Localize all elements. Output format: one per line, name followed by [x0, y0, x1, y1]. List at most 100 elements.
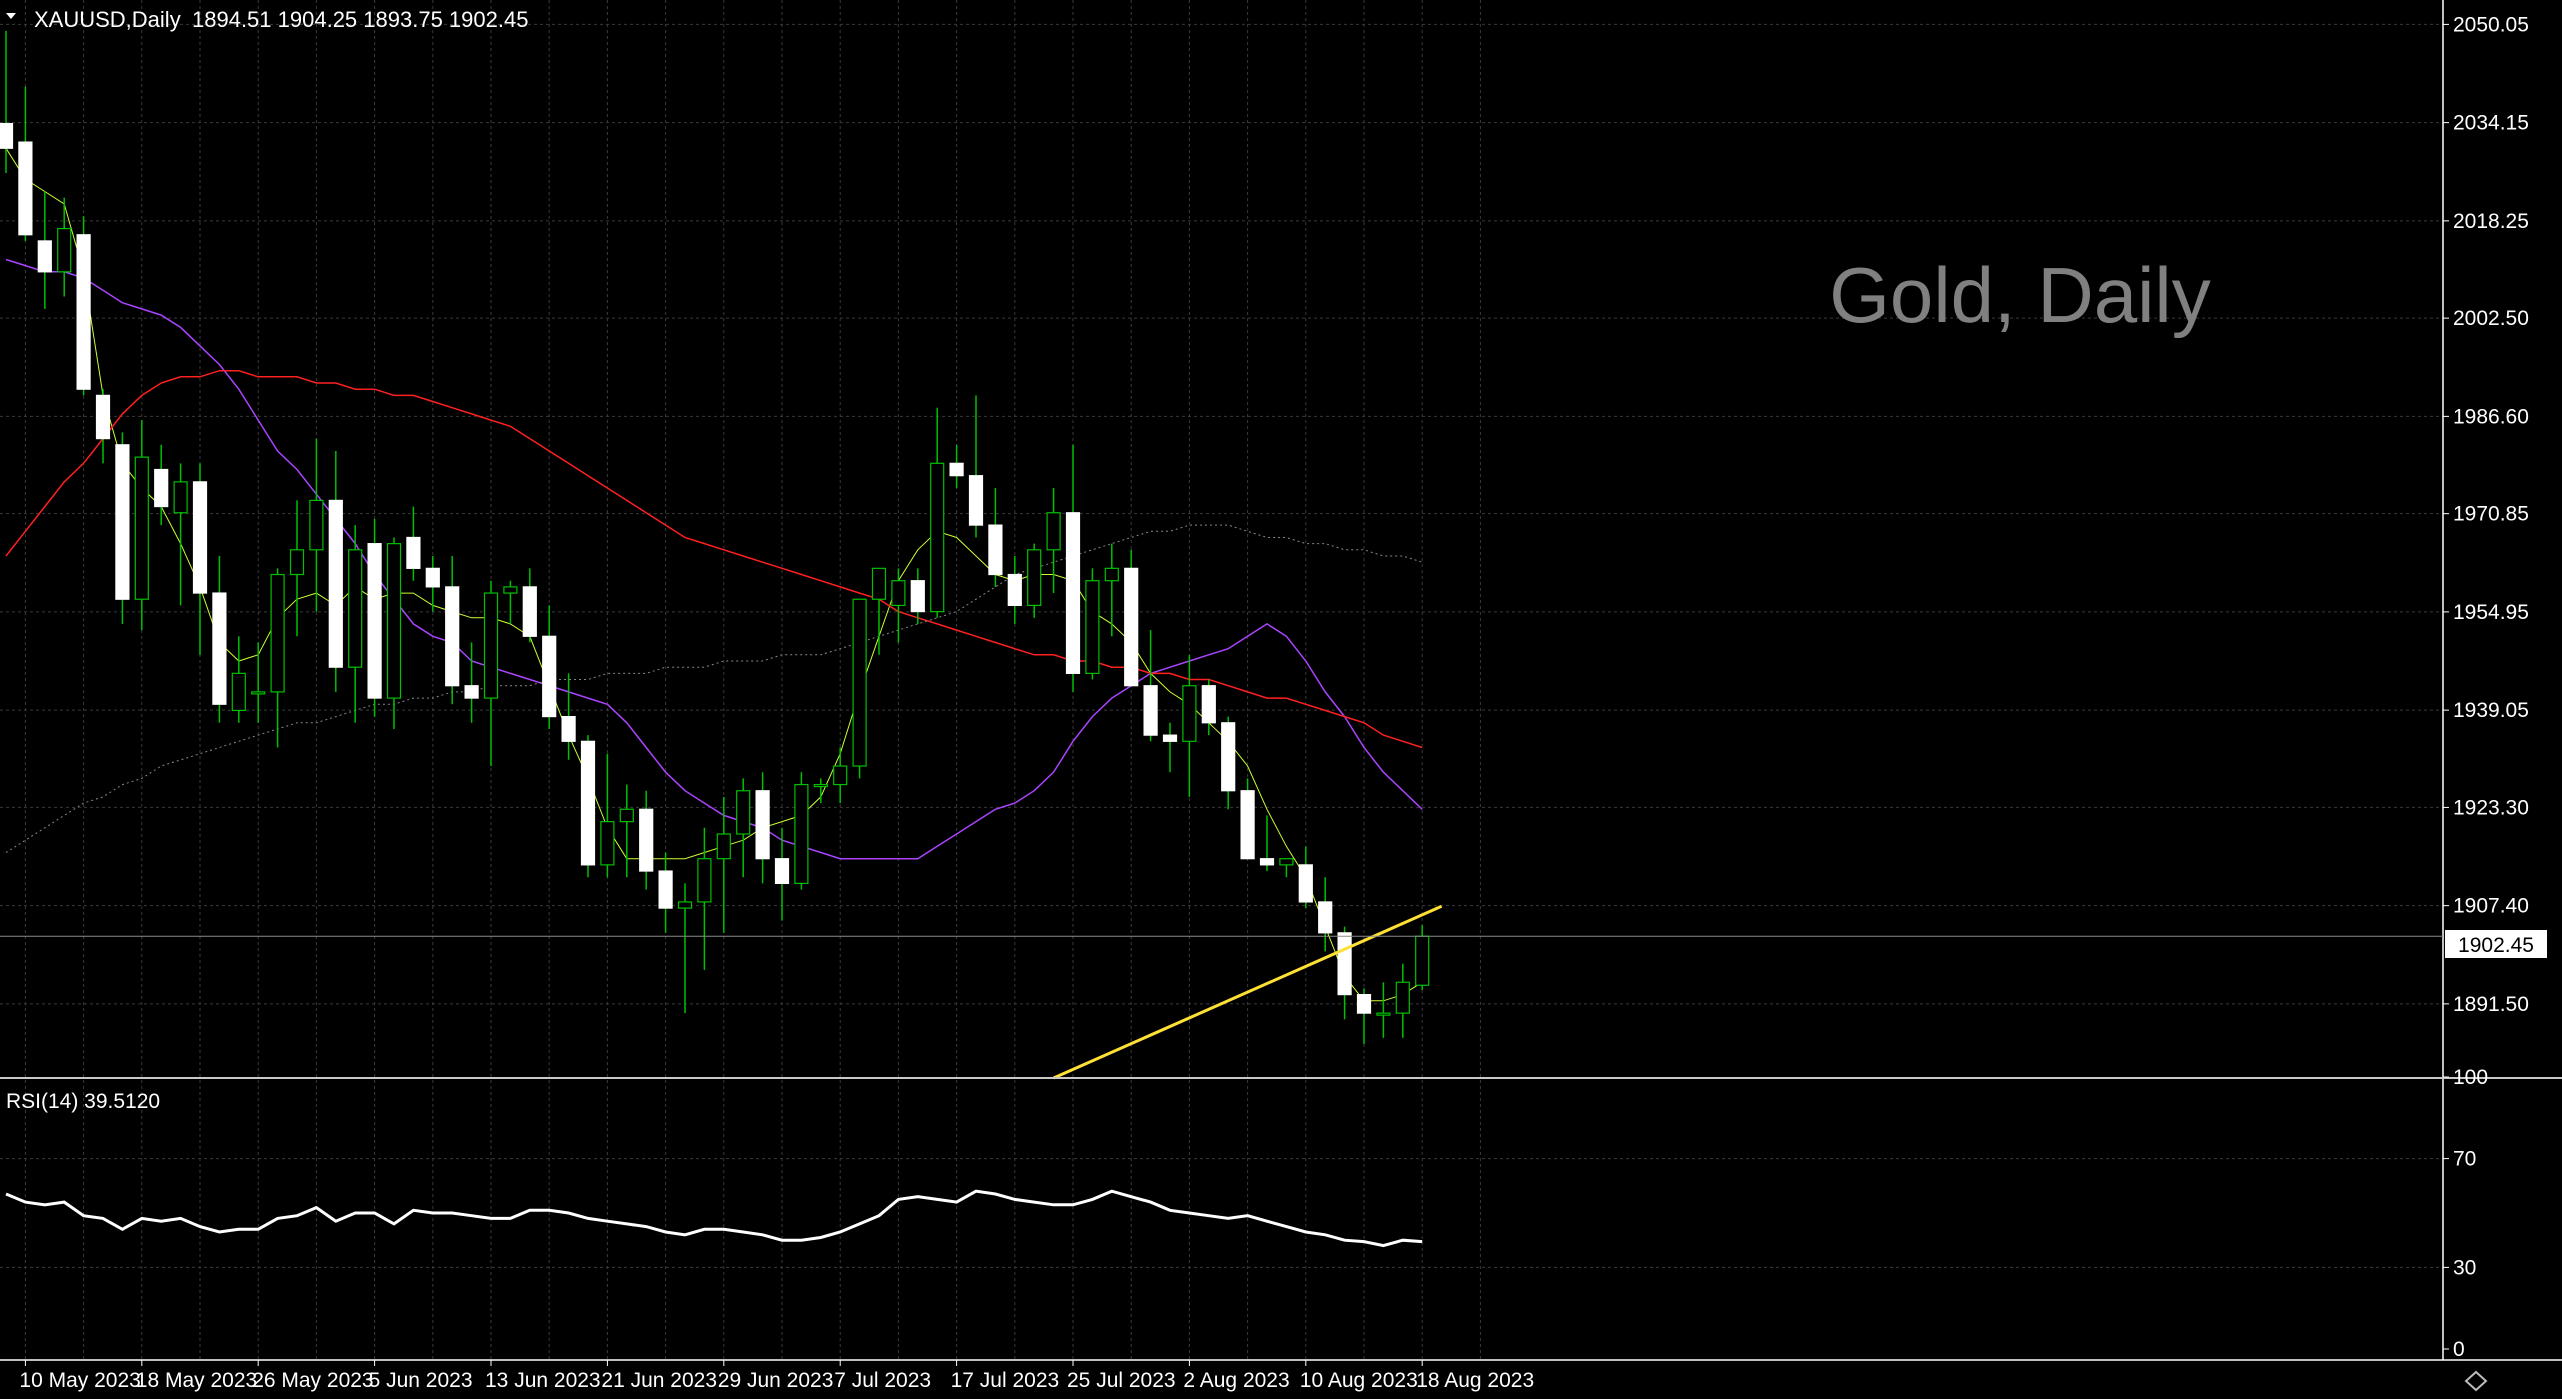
candle [1007, 555, 1022, 624]
price-tick-label: 1907.40 [2453, 895, 2529, 918]
candle-body [580, 740, 596, 866]
candle-body [18, 141, 33, 236]
candle [1104, 543, 1119, 637]
grid-lines [0, 0, 2443, 1360]
candle-body [134, 456, 149, 600]
candle [794, 772, 809, 890]
candle-body [1085, 580, 1100, 674]
rsi-level-label: 100 [2453, 1066, 2488, 1089]
candle [1240, 778, 1255, 860]
candle-body [1298, 864, 1313, 903]
candle-body [891, 580, 906, 607]
candle-body [425, 567, 440, 588]
candle-body [289, 549, 305, 576]
candle [367, 518, 382, 717]
candle-body [1182, 685, 1197, 742]
candle-body [309, 499, 324, 551]
candle [1085, 568, 1100, 680]
candle [1162, 722, 1178, 773]
candle-body [852, 598, 867, 767]
candle-body [542, 635, 557, 718]
price-tick-label: 1923.30 [2453, 796, 2529, 819]
candle-body [774, 858, 790, 885]
candle-body [0, 122, 14, 149]
candle [716, 796, 731, 933]
candle [522, 568, 537, 643]
candle [1027, 543, 1042, 618]
candle-body [270, 573, 285, 693]
candle [677, 883, 693, 1014]
candle-body [1007, 573, 1022, 607]
candle [1376, 982, 1391, 1038]
date-tick-label: 18 May 2023 [136, 1369, 257, 1392]
candle [833, 747, 848, 804]
candle-body [1337, 932, 1352, 996]
candle [949, 444, 964, 489]
candle-body [871, 567, 887, 600]
candle-body [677, 901, 693, 909]
candle-body [968, 475, 984, 526]
candle-body [231, 672, 246, 712]
candle-body [192, 481, 208, 594]
candle-body [367, 543, 382, 699]
candle-body [561, 716, 576, 742]
date-tick-label: 13 Jun 2023 [485, 1369, 601, 1392]
candle-body [988, 524, 1003, 576]
rsi-panel [5, 1189, 1423, 1248]
price-tick-label: 2018.25 [2453, 210, 2529, 233]
candle [619, 784, 634, 878]
candle-body [697, 858, 712, 903]
candle-body [76, 234, 91, 390]
candle [755, 772, 770, 884]
candle [988, 488, 1003, 587]
candle [1046, 488, 1061, 594]
menu-triangle-icon[interactable] [6, 13, 16, 19]
candle-body [173, 481, 188, 514]
candles [0, 30, 1430, 1045]
candle-body [1259, 858, 1275, 866]
candle [542, 605, 557, 729]
price-tick-label: 1970.85 [2453, 503, 2529, 526]
symbol-label: XAUUSD,Daily [34, 7, 181, 32]
candle [891, 568, 906, 643]
candle-body [619, 808, 634, 823]
candle-body [1356, 994, 1372, 1014]
candle [445, 555, 460, 705]
candle-body [1201, 685, 1216, 724]
candle-body [1279, 858, 1294, 866]
candle-body [445, 586, 460, 687]
candle [134, 420, 149, 631]
candle-body [813, 783, 828, 788]
candle-body [251, 691, 266, 695]
candle [76, 216, 91, 396]
candle [736, 778, 751, 878]
candle-body [716, 833, 731, 860]
candle [930, 407, 945, 618]
trendline [1052, 904, 1443, 1080]
candle [639, 790, 654, 890]
candle-body [1124, 567, 1139, 687]
current-price-label: 1902.45 [2458, 934, 2534, 957]
candle-body [1162, 734, 1178, 742]
candle-body [406, 536, 421, 569]
candle [173, 463, 188, 606]
candle [1065, 444, 1081, 692]
date-tick-label: 2 Aug 2023 [1183, 1369, 1289, 1392]
candle-body [1027, 549, 1042, 607]
candle [309, 438, 324, 612]
candle-body [503, 586, 518, 594]
candle [600, 753, 615, 878]
candle [1201, 679, 1216, 736]
candle [328, 450, 343, 692]
broker-logo [2464, 1370, 2488, 1392]
candle-body [639, 808, 654, 872]
candle [192, 463, 208, 655]
candle-body [1221, 722, 1236, 792]
date-tick-label: 21 Jun 2023 [601, 1369, 717, 1392]
date-tick-label: 10 May 2023 [19, 1369, 140, 1392]
candle-body [95, 394, 111, 440]
moving-averages [5, 148, 1423, 1002]
candle [348, 525, 363, 723]
candle-body [1395, 981, 1410, 1014]
